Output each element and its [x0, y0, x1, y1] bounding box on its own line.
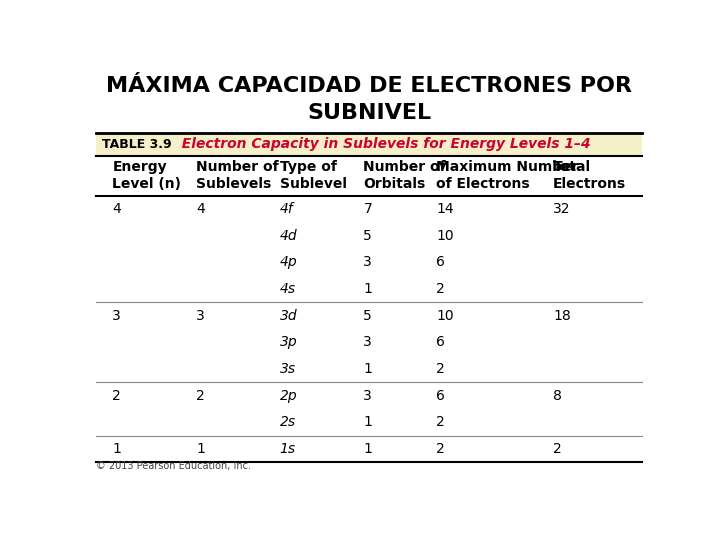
Text: 2: 2 [436, 282, 445, 296]
Text: 6: 6 [436, 335, 445, 349]
Text: 2: 2 [112, 389, 121, 403]
Text: MÁXIMA CAPACIDAD DE ELECTRONES POR: MÁXIMA CAPACIDAD DE ELECTRONES POR [106, 76, 632, 96]
Text: 2: 2 [196, 389, 204, 403]
Text: 1s: 1s [280, 442, 296, 456]
Text: 10: 10 [436, 309, 454, 322]
Text: 8: 8 [553, 389, 562, 403]
Text: 4: 4 [196, 202, 204, 216]
Text: 3: 3 [112, 309, 121, 322]
Text: 2: 2 [553, 442, 562, 456]
Text: 4s: 4s [280, 282, 296, 296]
Text: 3s: 3s [280, 362, 296, 376]
Text: 10: 10 [436, 228, 454, 242]
Text: 6: 6 [436, 389, 445, 403]
Text: 2p: 2p [280, 389, 297, 403]
Text: 2: 2 [436, 362, 445, 376]
Text: 2s: 2s [280, 415, 296, 429]
Text: 6: 6 [436, 255, 445, 269]
Text: 7: 7 [364, 202, 372, 216]
Text: Total
Electrons: Total Electrons [553, 160, 626, 191]
Text: SUBNIVEL: SUBNIVEL [307, 103, 431, 123]
Text: 3: 3 [364, 255, 372, 269]
Text: 2: 2 [436, 415, 445, 429]
Text: 2: 2 [436, 442, 445, 456]
Text: 1: 1 [364, 415, 372, 429]
Text: 1: 1 [364, 442, 372, 456]
Text: 3: 3 [196, 309, 204, 322]
Text: 18: 18 [553, 309, 571, 322]
Bar [96, 132, 642, 156]
Text: Type of
Sublevel: Type of Sublevel [280, 160, 347, 191]
Text: © 2013 Pearson Education, Inc.: © 2013 Pearson Education, Inc. [96, 461, 251, 471]
Text: 3p: 3p [280, 335, 297, 349]
Text: 3: 3 [364, 335, 372, 349]
Text: Electron Capacity in Sublevels for Energy Levels 1–4: Electron Capacity in Sublevels for Energ… [171, 137, 590, 151]
Text: 4d: 4d [280, 228, 297, 242]
Text: 5: 5 [364, 228, 372, 242]
Text: 32: 32 [553, 202, 571, 216]
Text: Energy
Level (n): Energy Level (n) [112, 160, 181, 191]
Text: 3d: 3d [280, 309, 297, 322]
Text: 4f: 4f [280, 202, 294, 216]
Text: 1: 1 [196, 442, 205, 456]
Text: 4p: 4p [280, 255, 297, 269]
Text: Number of
Orbitals: Number of Orbitals [364, 160, 446, 191]
Text: TABLE 3.9: TABLE 3.9 [102, 138, 171, 151]
Text: 1: 1 [364, 362, 372, 376]
Text: 14: 14 [436, 202, 454, 216]
Text: 1: 1 [364, 282, 372, 296]
Text: 5: 5 [364, 309, 372, 322]
Text: 3: 3 [364, 389, 372, 403]
Text: Number of
Sublevels: Number of Sublevels [196, 160, 279, 191]
Text: 1: 1 [112, 442, 121, 456]
Text: 4: 4 [112, 202, 121, 216]
Text: Maximum Number
of Electrons: Maximum Number of Electrons [436, 160, 578, 191]
